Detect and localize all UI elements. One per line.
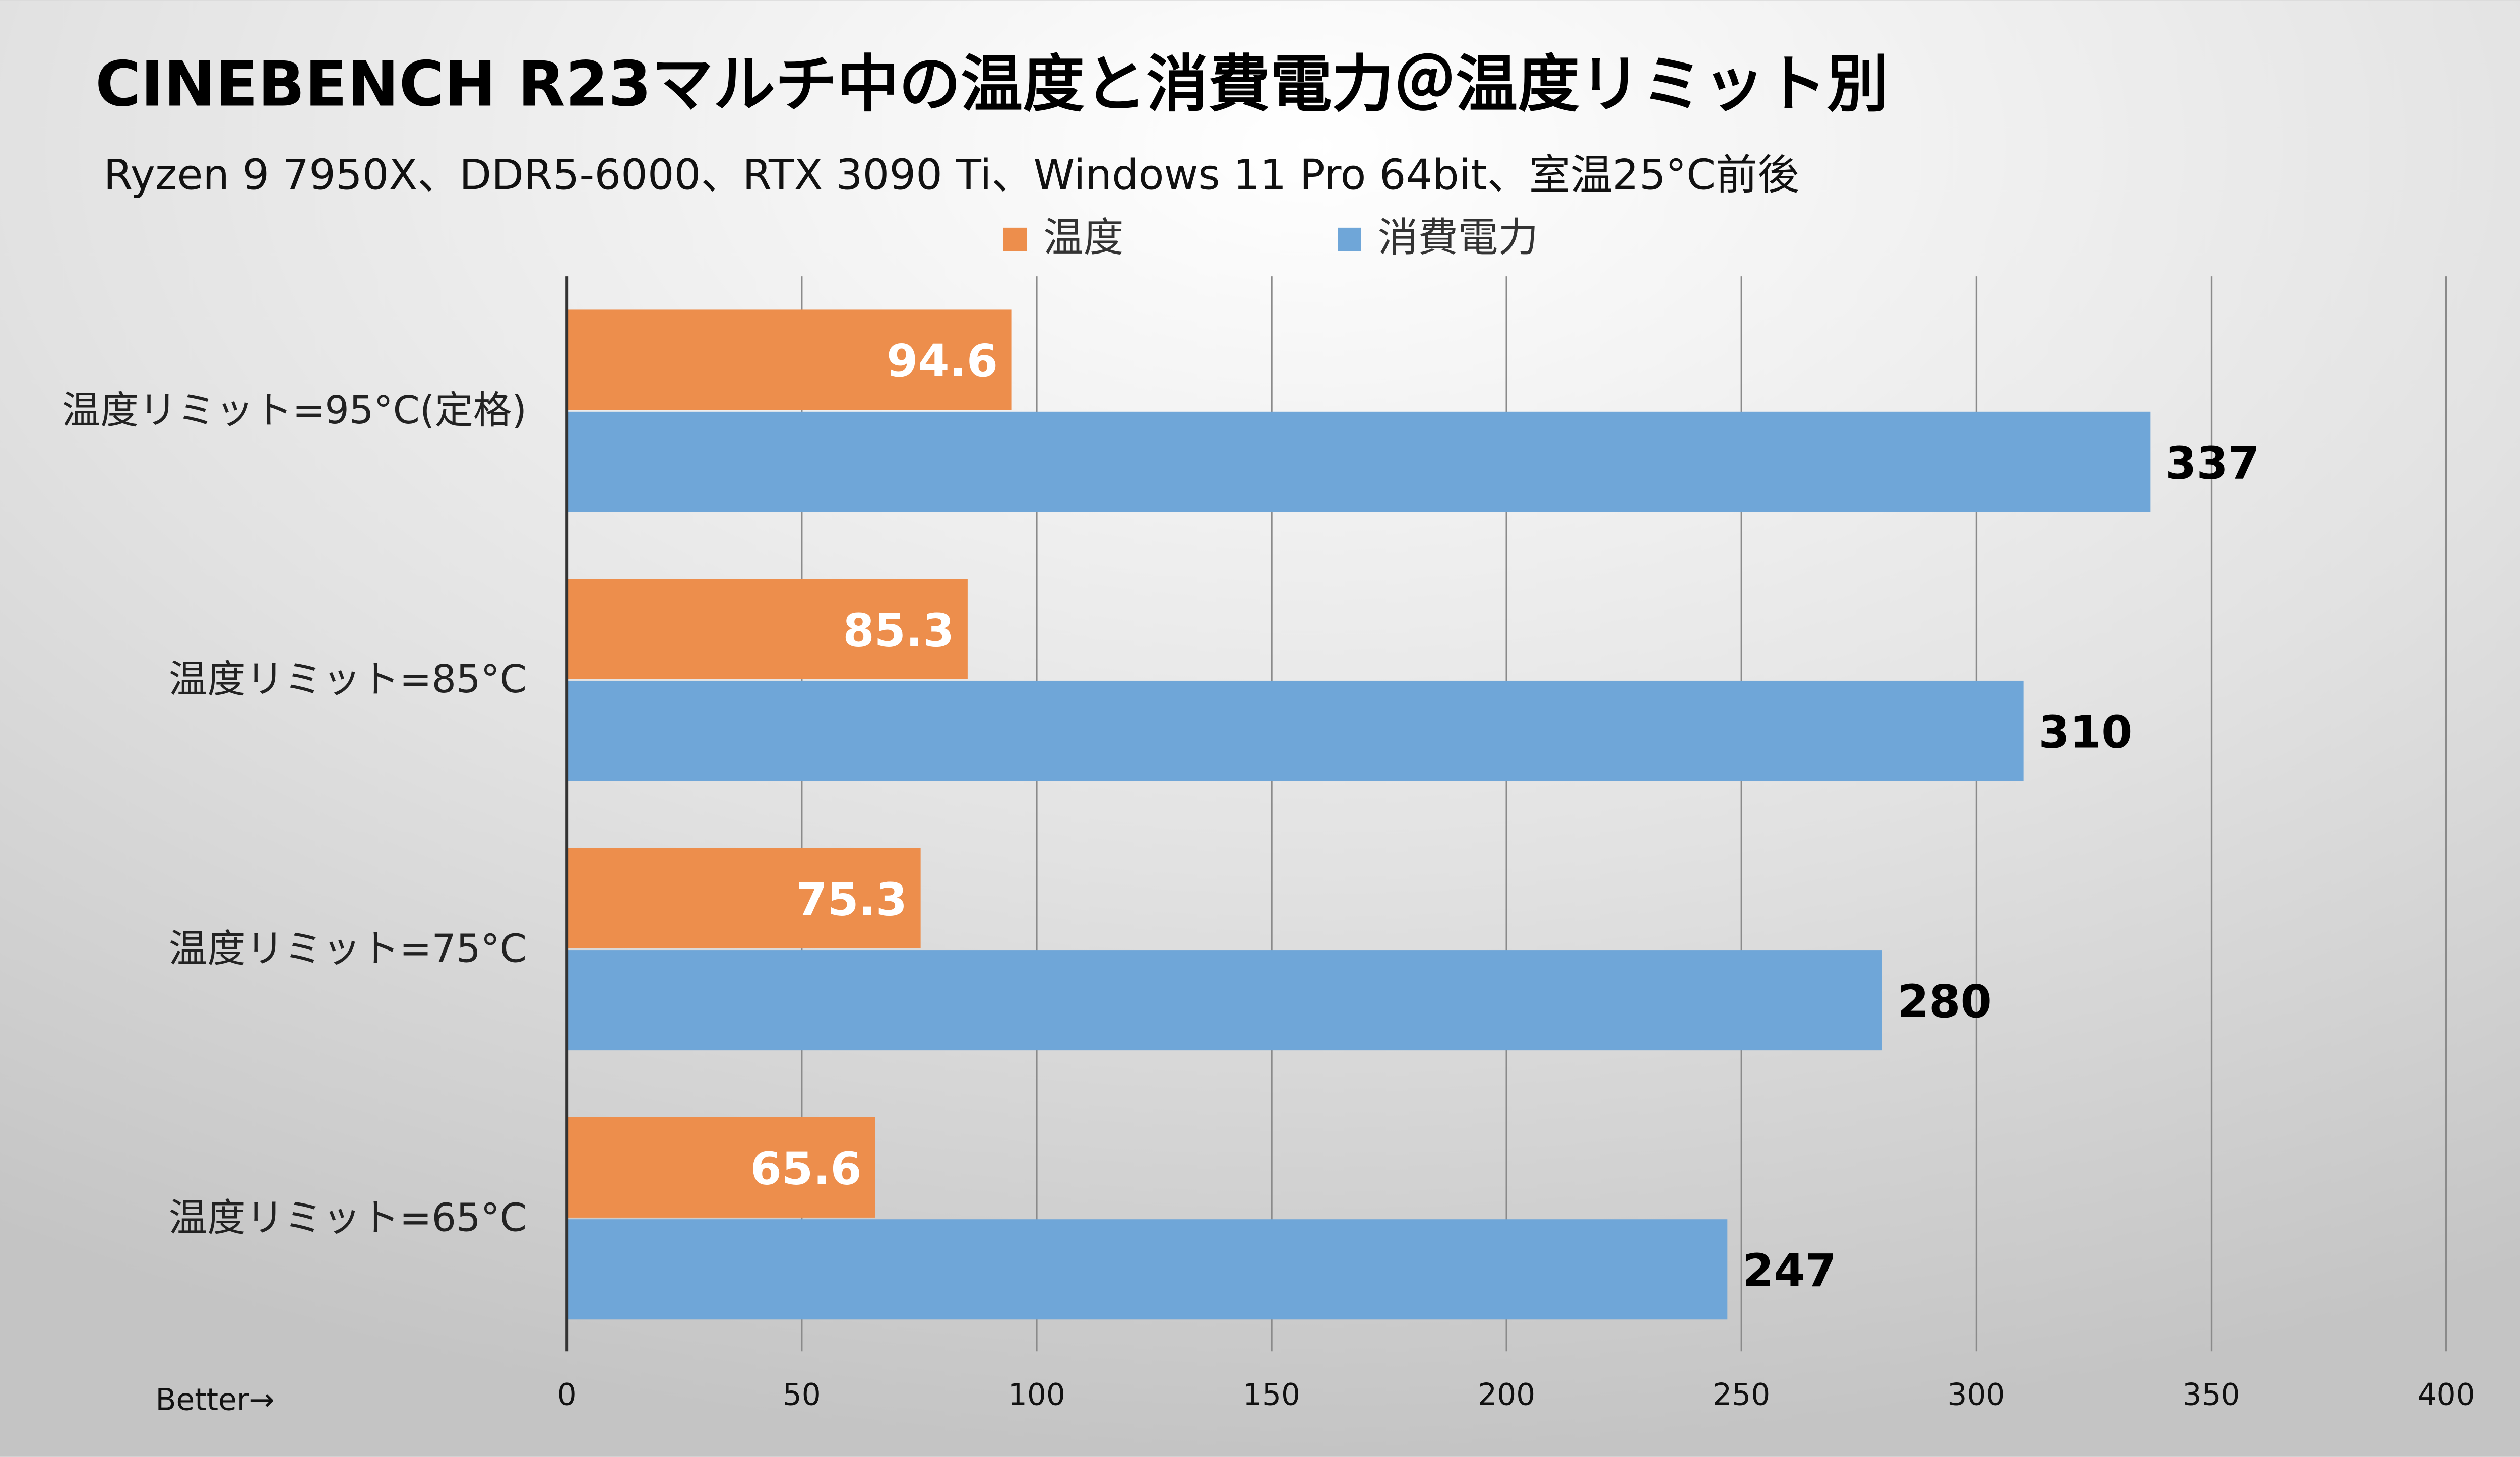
- chart-subtitle: Ryzen 9 7950X、DDR5-6000、RTX 3090 Ti、Wind…: [104, 151, 1799, 200]
- temperature-data-label: 85.3: [843, 604, 954, 657]
- power-bar: [566, 411, 2151, 512]
- category-label: 温度リミット=95°C(定格): [62, 388, 527, 432]
- power-data-label: 310: [2038, 707, 2132, 759]
- temperature-data-label: 65.6: [750, 1143, 862, 1195]
- x-tick-label: 350: [2183, 1377, 2240, 1412]
- category-label: 温度リミット=85°C: [169, 657, 527, 702]
- x-tick-label: 150: [1243, 1377, 1300, 1412]
- temperature-data-label: 75.3: [796, 873, 907, 926]
- legend-swatch-temperature: [1003, 227, 1027, 251]
- legend-swatch-power: [1338, 227, 1361, 251]
- x-tick-labels: 0 50 100 150 200 250 300 350 400: [557, 1377, 2475, 1412]
- power-bar: [566, 950, 1882, 1051]
- power-data-label: 337: [2165, 437, 2259, 490]
- x-tick-label: 400: [2418, 1377, 2475, 1412]
- category-label: 温度リミット=75°C: [169, 926, 527, 971]
- legend-label-power: 消費電力: [1378, 214, 1538, 261]
- bars: 94.6 337 85.3 310 75.3 280 65.6 247: [566, 309, 2259, 1320]
- power-data-label: 247: [1742, 1245, 1837, 1297]
- legend: 温度 消費電力: [1003, 214, 1538, 261]
- temperature-bar: [566, 848, 921, 948]
- x-tick-label: 100: [1008, 1377, 1065, 1412]
- temperature-bar: [566, 1117, 875, 1218]
- temperature-bar: [566, 579, 968, 679]
- legend-label-temperature: 温度: [1043, 214, 1123, 261]
- x-tick-label: 300: [1947, 1377, 2005, 1412]
- temperature-data-label: 94.6: [887, 335, 998, 388]
- x-tick-label: 250: [1713, 1377, 1770, 1412]
- x-tick-label: 0: [557, 1377, 577, 1412]
- category-labels: 温度リミット=95°C(定格) 温度リミット=85°C 温度リミット=75°C 温度リ…: [62, 388, 527, 1240]
- chart-title: CINEBENCH R23マルチ中の温度と消費電力＠温度リミット別: [95, 48, 1888, 120]
- power-data-label: 280: [1898, 976, 1992, 1028]
- power-bar: [566, 1219, 1728, 1320]
- x-tick-label: 200: [1478, 1377, 1535, 1412]
- temperature-bar: [566, 309, 1012, 410]
- category-label: 温度リミット=65°C: [169, 1195, 527, 1240]
- x-axis-label: Better→: [156, 1382, 275, 1417]
- x-tick-label: 50: [783, 1377, 821, 1412]
- power-bar: [566, 680, 2024, 782]
